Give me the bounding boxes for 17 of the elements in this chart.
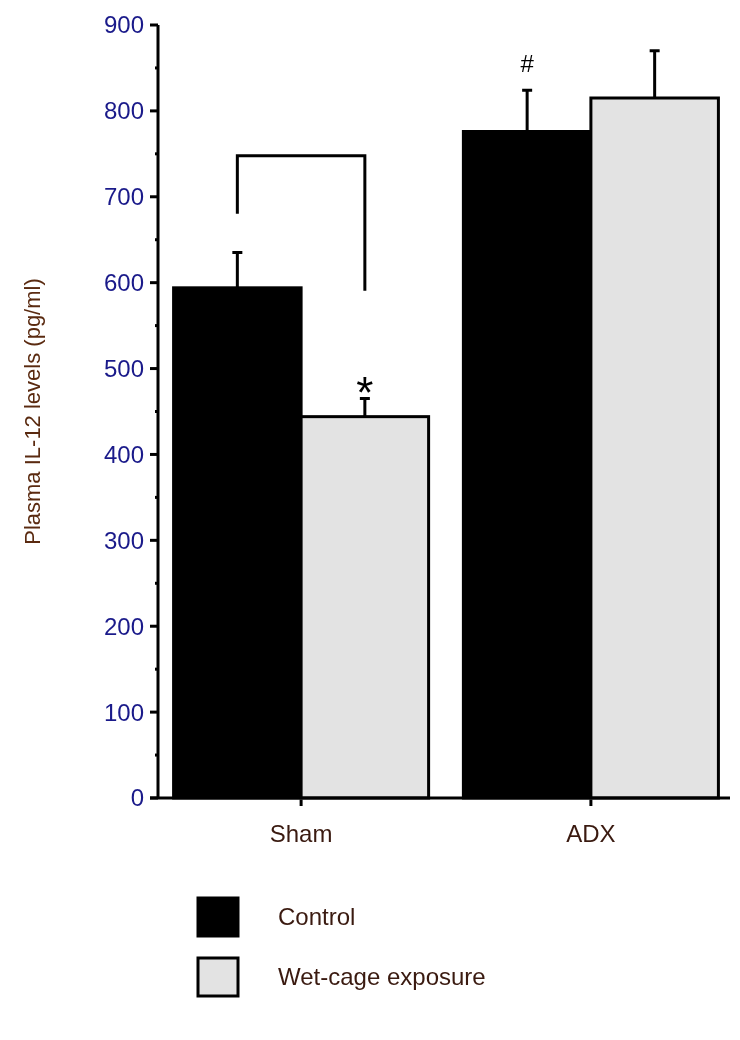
y-axis-title: Plasma IL-12 levels (pg/ml) (20, 278, 45, 545)
y-tick-label: 300 (103, 526, 144, 554)
legend-label: Wet-cage exposure (278, 963, 486, 991)
annotation: * (356, 367, 374, 417)
annotation: # (520, 50, 535, 78)
y-tick-label: 700 (103, 183, 144, 211)
y-tick-label: 800 (103, 97, 144, 125)
y-tick-label: 0 (130, 784, 144, 812)
y-tick-label: 400 (103, 440, 144, 468)
x-tick-label: Sham (269, 820, 333, 847)
x-tick-label: ADX (566, 820, 616, 847)
y-tick-label: 100 (103, 698, 144, 726)
y-tick-label: 600 (103, 269, 144, 297)
y-tick-label: 900 (103, 11, 144, 39)
y-tick-label: 500 (103, 354, 144, 382)
y-tick-label: 200 (103, 612, 144, 640)
legend-label: Control (278, 903, 356, 931)
